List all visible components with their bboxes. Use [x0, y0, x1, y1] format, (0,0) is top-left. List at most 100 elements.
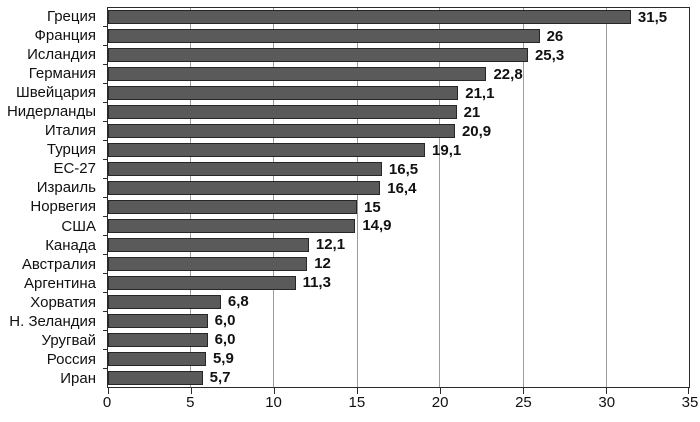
- x-axis-tick-label: 30: [598, 394, 616, 411]
- plot-area: 31,5 26 25,3 22,8 21,1 21 20,9 19,1 16,5 16,4 15 14…: [103, 7, 690, 394]
- bar: [108, 181, 381, 196]
- bar-row: 16,4: [108, 179, 689, 198]
- x-axis-tick-label: 5: [186, 394, 195, 411]
- bar: [108, 10, 631, 25]
- value-label: 12: [314, 255, 331, 273]
- bar-row: 31,5: [108, 8, 689, 27]
- bar-row: 22,8: [108, 65, 689, 84]
- value-label: 12,1: [315, 236, 346, 254]
- gridline: [273, 8, 275, 387]
- value-label: 16,5: [388, 160, 419, 178]
- category-label: Турция: [46, 141, 96, 159]
- category-label: ЕС-27: [53, 160, 96, 178]
- y-axis-tick: [103, 45, 107, 47]
- bar-row: 5,9: [108, 349, 689, 368]
- y-axis-tick: [103, 102, 107, 104]
- value-label: 15: [364, 198, 381, 216]
- category-label: Н. Зеландия: [9, 312, 96, 330]
- bar: [108, 218, 356, 233]
- y-axis-tick: [103, 197, 107, 198]
- bar: [108, 351, 206, 366]
- bar-row: 21: [108, 103, 689, 122]
- category-label: Канада: [45, 236, 96, 254]
- category-label: Норвегия: [30, 198, 96, 216]
- y-axis-tick: [103, 178, 107, 180]
- category-axis-labels: Греция Франция Исландия Германия Швейцария Ни…: [0, 7, 101, 388]
- bar-row: 12,1: [108, 235, 689, 254]
- bar-row: 12: [108, 254, 689, 273]
- y-axis-tick: [103, 291, 107, 293]
- value-label: 5,9: [212, 350, 234, 368]
- x-axis-tick: [357, 388, 358, 394]
- bars-container: 31,5 26 25,3 22,8 21,1 21 20,9 19,1 16,5 16,4 15 14…: [108, 8, 689, 387]
- value-axis-labels: 0 5 10 15 20 25 30 35: [103, 394, 699, 414]
- bar: [108, 237, 309, 252]
- category-label: Россия: [46, 350, 96, 368]
- category-label: Австралия: [21, 255, 96, 273]
- x-axis-tick: [274, 388, 275, 394]
- value-label: 21,1: [465, 84, 495, 102]
- category-label: США: [61, 217, 96, 235]
- x-axis-tick-label: 35: [681, 394, 699, 411]
- bar-row: 5,7: [108, 368, 689, 387]
- x-axis-tick-label: 15: [348, 394, 366, 411]
- value-label: 21: [463, 103, 481, 121]
- category-label: Хорватия: [30, 293, 96, 311]
- bar: [108, 332, 208, 347]
- y-axis-tick: [103, 26, 107, 28]
- category-label: Греция: [46, 8, 96, 26]
- value-label: 14,9: [362, 217, 392, 235]
- value-label: 31,5: [637, 8, 668, 26]
- value-label: 16,4: [387, 179, 417, 197]
- bar-row: 20,9: [108, 122, 689, 141]
- category-label: Иран: [60, 369, 96, 387]
- y-axis-tick: [103, 348, 107, 350]
- y-axis-tick: [103, 83, 107, 85]
- x-axis-tick: [523, 388, 524, 394]
- value-label: 6,8: [227, 293, 249, 311]
- bar: [108, 200, 357, 214]
- x-axis-tick-label: 20: [431, 394, 449, 411]
- x-axis-tick-label: 25: [515, 394, 532, 411]
- y-axis-tick: [103, 159, 107, 161]
- bar: [108, 275, 296, 290]
- x-axis-tick: [440, 388, 441, 394]
- category-label: Израиль: [36, 179, 96, 197]
- category-label: Нидерланды: [6, 103, 96, 121]
- y-axis-tick: [103, 310, 107, 312]
- bar-row: 15: [108, 198, 689, 217]
- gridline: [522, 8, 524, 387]
- gridline: [190, 8, 192, 387]
- bar-row: 19,1: [108, 141, 689, 160]
- bar: [108, 256, 308, 271]
- bar: [108, 67, 487, 82]
- value-label: 20,9: [461, 122, 492, 140]
- category-label: Уругвай: [41, 331, 96, 349]
- value-label: 6,0: [214, 331, 236, 349]
- value-label: 11,3: [302, 274, 331, 292]
- value-label: 19,1: [432, 141, 462, 159]
- value-label: 26: [546, 27, 564, 45]
- category-label: Франция: [34, 27, 96, 45]
- bar-row: 21,1: [108, 84, 689, 103]
- bar: [108, 313, 208, 328]
- bar: [108, 162, 382, 177]
- bar-row: 25,3: [108, 46, 689, 65]
- bar: [108, 48, 528, 63]
- y-axis-tick: [103, 367, 107, 369]
- bar: [108, 124, 455, 139]
- bar: [108, 29, 540, 44]
- bar-row: 14,9: [108, 216, 689, 235]
- x-axis-tick-label: 10: [265, 394, 282, 411]
- bar-row: 6,0: [108, 330, 689, 349]
- category-label: Аргентина: [24, 274, 96, 292]
- y-axis-tick: [103, 215, 107, 217]
- category-label: Италия: [44, 122, 96, 140]
- gridline: [605, 8, 607, 387]
- y-axis-tick: [103, 234, 107, 236]
- value-label: 22,8: [493, 65, 523, 83]
- value-label: 5,7: [209, 369, 231, 387]
- bar-row: 16,5: [108, 160, 689, 179]
- bar: [108, 370, 203, 385]
